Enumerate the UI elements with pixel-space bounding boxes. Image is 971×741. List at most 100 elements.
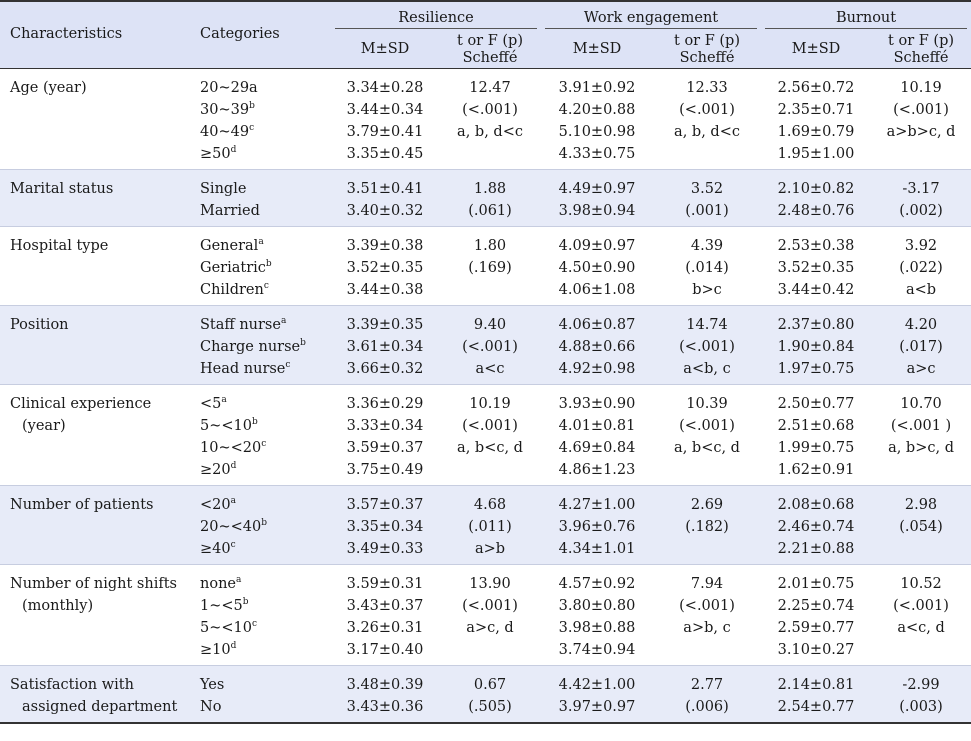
characteristic-cell-line: (monthly) bbox=[22, 598, 94, 614]
header-stat-line2: Scheffé bbox=[679, 49, 735, 66]
category-superscript: c bbox=[263, 281, 269, 291]
burnout-stat-cell-line: a>c bbox=[906, 361, 936, 377]
engagement-msd-cell-line: 4.69±0.84 bbox=[558, 440, 636, 456]
burnout-msd-cell-line: 2.46±0.74 bbox=[777, 519, 855, 535]
header-stat-line1: t or F (p) bbox=[888, 32, 955, 49]
resilience-stat-cell-line: 1.80 bbox=[473, 238, 507, 254]
characteristic-cell: Position bbox=[0, 305, 196, 385]
category-cell-line: Charge nurseb bbox=[200, 338, 306, 356]
engagement-stat-cell-line: 2.69 bbox=[690, 497, 724, 513]
category-cell: Yes No bbox=[196, 665, 331, 723]
burnout-msd-cell-line: 2.35±0.71 bbox=[777, 102, 855, 118]
resilience-msd-cell-line: 3.43±0.37 bbox=[346, 598, 424, 614]
engagement-stat-cell-line: 3.52 bbox=[690, 181, 724, 197]
engagement-msd-cell: 3.91±0.92 4.20±0.88 5.10±0.98 4.33±0.75 bbox=[541, 69, 653, 170]
resilience-stat-cell: 9.40 (<.001) a<c bbox=[439, 305, 542, 385]
resilience-stat-cell-line: (.169) bbox=[468, 260, 512, 276]
header-group-resilience: Resilience bbox=[331, 1, 542, 31]
category-superscript: a bbox=[221, 395, 227, 405]
resilience-msd-cell-line: 3.61±0.34 bbox=[346, 339, 424, 355]
burnout-stat-cell: 4.20 (.017) a>c bbox=[871, 305, 971, 385]
category-superscript: c bbox=[249, 123, 255, 133]
burnout-stat-cell-line: a<c, d bbox=[897, 620, 945, 636]
engagement-msd-cell-line: 4.57±0.92 bbox=[558, 576, 636, 592]
engagement-stat-cell-line: a<b, c bbox=[683, 361, 731, 377]
engagement-msd-cell-line: 4.06±0.87 bbox=[558, 317, 636, 333]
resilience-stat-cell-line: a, b, d<c bbox=[457, 124, 523, 140]
category-cell: nonea 1~<5b 5~<10c ≥10d bbox=[196, 565, 331, 666]
resilience-msd-cell-line: 3.44±0.38 bbox=[346, 282, 424, 298]
burnout-msd-cell: 2.10±0.82 2.48±0.76 bbox=[761, 169, 872, 227]
characteristic-cell: Number of night shifts (monthly) bbox=[0, 565, 196, 666]
resilience-msd-cell-line: 3.35±0.45 bbox=[346, 146, 424, 162]
category-cell-line: ≥40c bbox=[200, 540, 236, 558]
resilience-msd-cell: 3.48±0.39 3.43±0.36 bbox=[331, 665, 439, 723]
engagement-msd-cell-line: 4.88±0.66 bbox=[558, 339, 636, 355]
resilience-msd-cell: 3.34±0.28 3.44±0.34 3.79±0.41 3.35±0.45 bbox=[331, 69, 439, 170]
category-superscript: d bbox=[230, 461, 237, 471]
category-cell-line: 20~29a bbox=[200, 80, 258, 96]
burnout-msd-cell-line: 2.01±0.75 bbox=[777, 576, 855, 592]
burnout-msd-cell-line: 3.44±0.42 bbox=[777, 282, 855, 298]
engagement-msd-cell-line: 4.50±0.90 bbox=[558, 260, 636, 276]
category-cell-line: ≥10d bbox=[200, 641, 237, 659]
characteristic-cell-line: Satisfaction with bbox=[10, 677, 134, 693]
resilience-msd-cell: 3.59±0.31 3.43±0.37 3.26±0.31 3.17±0.40 bbox=[331, 565, 439, 666]
table-row: Position Staff nursea Charge nurseb Head nu… bbox=[0, 305, 971, 385]
engagement-msd-cell-line: 4.49±0.97 bbox=[558, 181, 636, 197]
burnout-stat-cell-line: (.003) bbox=[899, 699, 943, 715]
engagement-msd-cell: 4.09±0.97 4.50±0.90 4.06±1.08 bbox=[541, 227, 653, 306]
burnout-stat-cell: 3.92 (.022) a<b bbox=[871, 227, 971, 306]
engagement-msd-cell-line: 3.98±0.94 bbox=[558, 203, 636, 219]
engagement-stat-cell-line: (<.001) bbox=[679, 339, 735, 355]
engagement-msd-cell: 4.49±0.97 3.98±0.94 bbox=[541, 169, 654, 227]
engagement-stat-cell: 14.74 (<.001) a<b, c bbox=[653, 305, 762, 385]
characteristic-cell: Marital status bbox=[0, 169, 196, 227]
burnout-msd-cell: 2.56±0.72 2.35±0.71 1.69±0.79 1.95±1.00 bbox=[761, 69, 871, 170]
engagement-stat-cell: 10.39 (<.001) a, b<c, d bbox=[653, 385, 761, 486]
resilience-msd-cell-line: 3.59±0.31 bbox=[346, 576, 424, 592]
engagement-msd-cell-line: 4.92±0.98 bbox=[558, 361, 636, 377]
resilience-stat-cell-line: 10.19 bbox=[469, 396, 511, 412]
resilience-stat-cell-line: a>b bbox=[474, 541, 506, 557]
engagement-msd-cell-line: 4.01±0.81 bbox=[558, 418, 636, 434]
characteristic-cell: Hospital type bbox=[0, 227, 196, 306]
burnout-msd-cell-line: 2.48±0.76 bbox=[777, 203, 855, 219]
category-cell-line: Childrenc bbox=[200, 281, 269, 299]
resilience-stat-cell-line: a>c, d bbox=[466, 620, 514, 636]
resilience-stat-cell-line: (.505) bbox=[468, 699, 512, 715]
resilience-msd-cell: 3.39±0.35 3.61±0.34 3.66±0.32 bbox=[331, 305, 439, 385]
burnout-msd-cell-line: 2.54±0.77 bbox=[777, 699, 855, 715]
burnout-msd-cell-line: 1.90±0.84 bbox=[777, 339, 855, 355]
category-superscript: c bbox=[261, 439, 267, 449]
category-cell-line: <20a bbox=[200, 496, 236, 514]
category-superscript: a bbox=[280, 316, 287, 326]
category-superscript: b bbox=[300, 338, 306, 348]
resilience-stat-cell: 0.67 (.505) bbox=[439, 665, 542, 723]
engagement-stat-cell-line: (.182) bbox=[685, 519, 729, 535]
resilience-msd-cell: 3.57±0.37 3.35±0.34 3.49±0.33 bbox=[331, 485, 439, 565]
resilience-msd-cell-line: 3.66±0.32 bbox=[346, 361, 424, 377]
resilience-msd-cell-line: 3.36±0.29 bbox=[346, 396, 424, 412]
resilience-msd-cell: 3.39±0.38 3.52±0.35 3.44±0.38 bbox=[331, 227, 439, 306]
characteristic-cell-line: Hospital type bbox=[10, 238, 109, 254]
engagement-stat-cell-line: 4.39 bbox=[690, 238, 724, 254]
characteristic-cell-line: Number of patients bbox=[10, 497, 154, 513]
category-cell-line: 30~39b bbox=[200, 101, 255, 119]
resilience-msd-cell-line: 3.39±0.38 bbox=[346, 238, 424, 254]
burnout-msd-cell-line: 2.59±0.77 bbox=[777, 620, 855, 636]
burnout-stat-cell: 2.98 (.054) bbox=[871, 485, 971, 565]
engagement-msd-cell-line: 3.91±0.92 bbox=[558, 80, 636, 96]
resilience-stat-cell-line: 1.88 bbox=[473, 181, 507, 197]
burnout-stat-cell-line: a<b bbox=[905, 282, 937, 298]
engagement-stat-cell: 7.94 (<.001) a>b, c bbox=[653, 565, 761, 666]
header-stat-line1: t or F (p) bbox=[457, 32, 523, 49]
category-cell: 20~29a 30~39b 40~49c ≥50d bbox=[196, 69, 331, 170]
engagement-msd-cell-line: 4.20±0.88 bbox=[558, 102, 636, 118]
engagement-msd-cell: 4.06±0.87 4.88±0.66 4.92±0.98 bbox=[541, 305, 654, 385]
resilience-stat-cell-line: 13.90 bbox=[469, 576, 511, 592]
resilience-msd-cell: 3.51±0.41 3.40±0.32 bbox=[331, 169, 439, 227]
category-cell-line: Single bbox=[200, 181, 247, 197]
category-cell-line: Geriatricb bbox=[200, 259, 272, 277]
